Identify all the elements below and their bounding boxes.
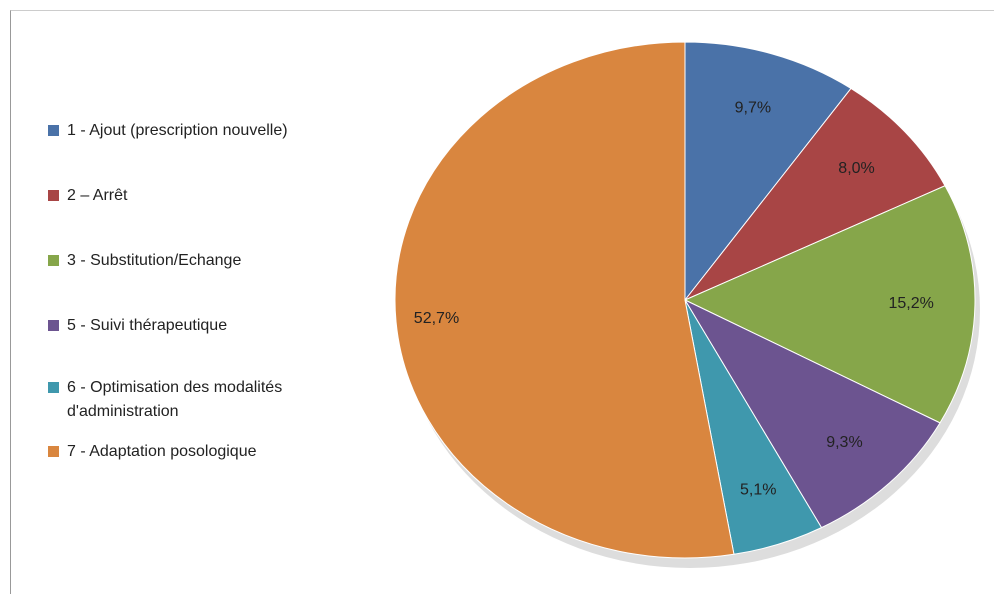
pie-slice [394,41,735,559]
data-label: 5,1% [740,482,776,499]
legend-item: 5 - Suivi thérapeutique [48,314,358,338]
legend-item: 3 - Substitution/Echange [48,249,358,273]
legend-swatch [48,320,59,331]
pie-slice [683,298,941,529]
chart-frame [10,10,994,594]
data-label: 9,7% [735,99,771,116]
pie-slice [684,41,852,302]
legend-label: 3 - Substitution/Echange [67,252,242,269]
data-label: 9,3% [826,434,862,451]
pie-slice [684,87,946,301]
legend-item: 2 – Arrêt [48,184,358,208]
data-label: 8,0% [838,160,874,177]
data-label: 15,2% [888,295,933,312]
legend-item: 7 - Adaptation posologique [48,440,358,464]
legend-swatch [48,190,59,201]
legend-label: 6 - Optimisation des modalités d'adminis… [67,379,283,420]
legend-label: 5 - Suivi thérapeutique [67,317,228,334]
legend-item: 1 - Ajout (prescription nouvelle) [48,119,358,143]
legend-item: 6 - Optimisation des modalités d'adminis… [48,376,358,424]
data-label: 52,7% [414,310,459,327]
legend-swatch [48,125,59,136]
legend-label: 2 – Arrêt [67,187,128,204]
legend-label: 7 - Adaptation posologique [67,443,257,460]
legend-swatch [48,446,59,457]
legend-swatch [48,382,59,393]
pie-slice [683,185,976,424]
legend-swatch [48,255,59,266]
legend-label: 1 - Ajout (prescription nouvelle) [67,122,288,139]
